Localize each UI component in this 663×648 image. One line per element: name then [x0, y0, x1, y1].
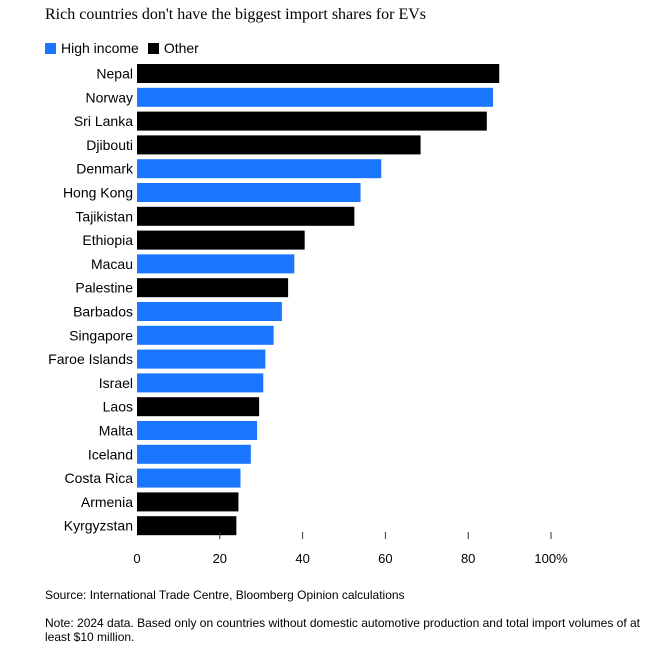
category-label-israel: Israel [99, 375, 133, 391]
x-tick-label-3: 60 [378, 551, 392, 566]
legend-label-other: Other [163, 40, 199, 56]
category-label-djibouti: Djibouti [86, 137, 133, 153]
bar-sri-lanka [137, 111, 487, 131]
chart-title: Rich countries don't have the biggest im… [45, 6, 427, 23]
bar-laos [137, 397, 260, 417]
bar-chart: Nepal Norway Sri Lanka Djibouti Denmark Hong … [48, 64, 568, 566]
footnote: Note: 2024 data. Based only on countries… [45, 616, 641, 644]
bar-costa-rica [137, 468, 241, 488]
category-label-nepal: Nepal [96, 66, 133, 82]
bar-nepal [137, 64, 500, 83]
bar-iceland [137, 444, 251, 464]
bar-israel [137, 373, 264, 393]
category-label-hong-kong: Hong Kong [63, 185, 133, 201]
x-tick-label-2: 40 [295, 551, 309, 566]
category-label-palestine: Palestine [75, 280, 133, 296]
bar-armenia [137, 492, 239, 512]
legend-swatch-other [147, 42, 159, 54]
x-tick-label-1: 20 [213, 551, 227, 566]
legend-item-high-income: High income [45, 40, 139, 56]
x-tick-label-5: 100% [534, 551, 568, 566]
category-label-armenia: Armenia [81, 494, 133, 510]
category-label-faroe-islands: Faroe Islands [48, 351, 133, 367]
category-label-barbados: Barbados [73, 304, 133, 320]
category-label-malta: Malta [99, 423, 133, 439]
category-label-ethiopia: Ethiopia [82, 232, 133, 248]
bar-norway [137, 87, 494, 107]
bar-faroe-islands [137, 349, 266, 369]
chart-legend: High income Other [45, 40, 208, 56]
category-label-sri-lanka: Sri Lanka [74, 113, 133, 129]
category-label-norway: Norway [86, 89, 133, 105]
category-label-kyrgyzstan: Kyrgyzstan [64, 518, 133, 534]
source-note: Source: International Trade Centre, Bloo… [45, 588, 405, 602]
bar-barbados [137, 302, 282, 321]
legend-item-other: Other [147, 40, 199, 56]
category-label-iceland: Iceland [88, 446, 133, 462]
bar-tajikistan [137, 206, 355, 226]
bar-palestine [137, 278, 289, 298]
bar-djibouti [137, 135, 421, 155]
bar-macau [137, 254, 295, 274]
bar-ethiopia [137, 230, 305, 250]
bar-kyrgyzstan [137, 516, 237, 536]
x-tick-label-4: 80 [461, 551, 475, 566]
bar-malta [137, 421, 258, 440]
x-tick-label-0: 0 [133, 551, 140, 566]
legend-label-high-income: High income [61, 40, 139, 56]
category-label-singapore: Singapore [69, 327, 133, 343]
category-label-laos: Laos [103, 399, 133, 415]
category-label-denmark: Denmark [76, 161, 134, 177]
bar-denmark [137, 159, 382, 179]
category-label-costa-rica: Costa Rica [65, 470, 134, 486]
category-label-tajikistan: Tajikistan [75, 208, 133, 224]
category-label-macau: Macau [91, 256, 133, 272]
bar-hong-kong [137, 183, 361, 202]
legend-swatch-high-income [45, 42, 56, 54]
bar-singapore [137, 325, 274, 345]
